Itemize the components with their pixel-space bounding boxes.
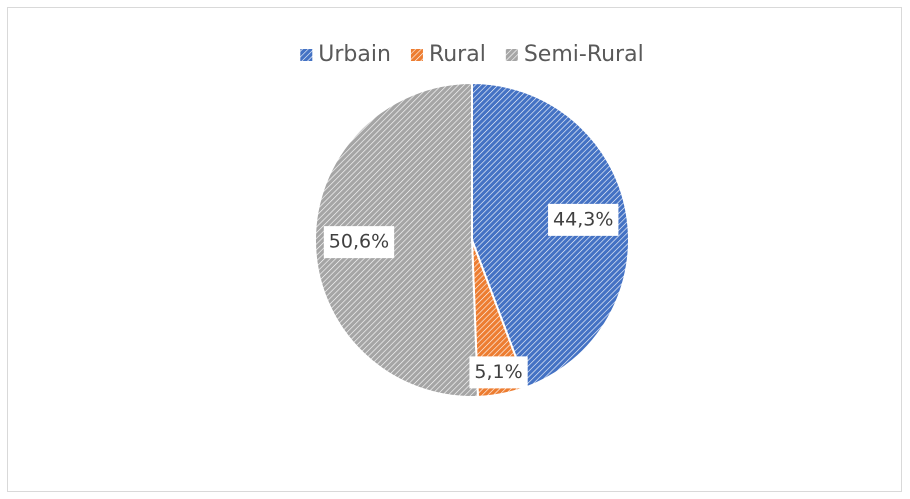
value-label: 50,6%: [329, 231, 389, 253]
legend-label: Rural: [429, 42, 486, 67]
legend: Urbain Rural Semi-Rural: [300, 42, 644, 67]
pie-slice: [314, 81, 479, 398]
value-label: 44,3%: [553, 208, 613, 230]
legend-swatch: [505, 49, 518, 61]
value-label-bg: [323, 226, 395, 259]
legend-swatch: [410, 49, 423, 61]
legend-label: Semi-Rural: [524, 42, 644, 67]
value-label: 5,1%: [474, 361, 522, 383]
value-label-bg: [548, 203, 619, 236]
value-label-bg: [469, 356, 528, 389]
legend-label: Urbain: [318, 42, 391, 67]
legend-swatch: [300, 49, 313, 61]
